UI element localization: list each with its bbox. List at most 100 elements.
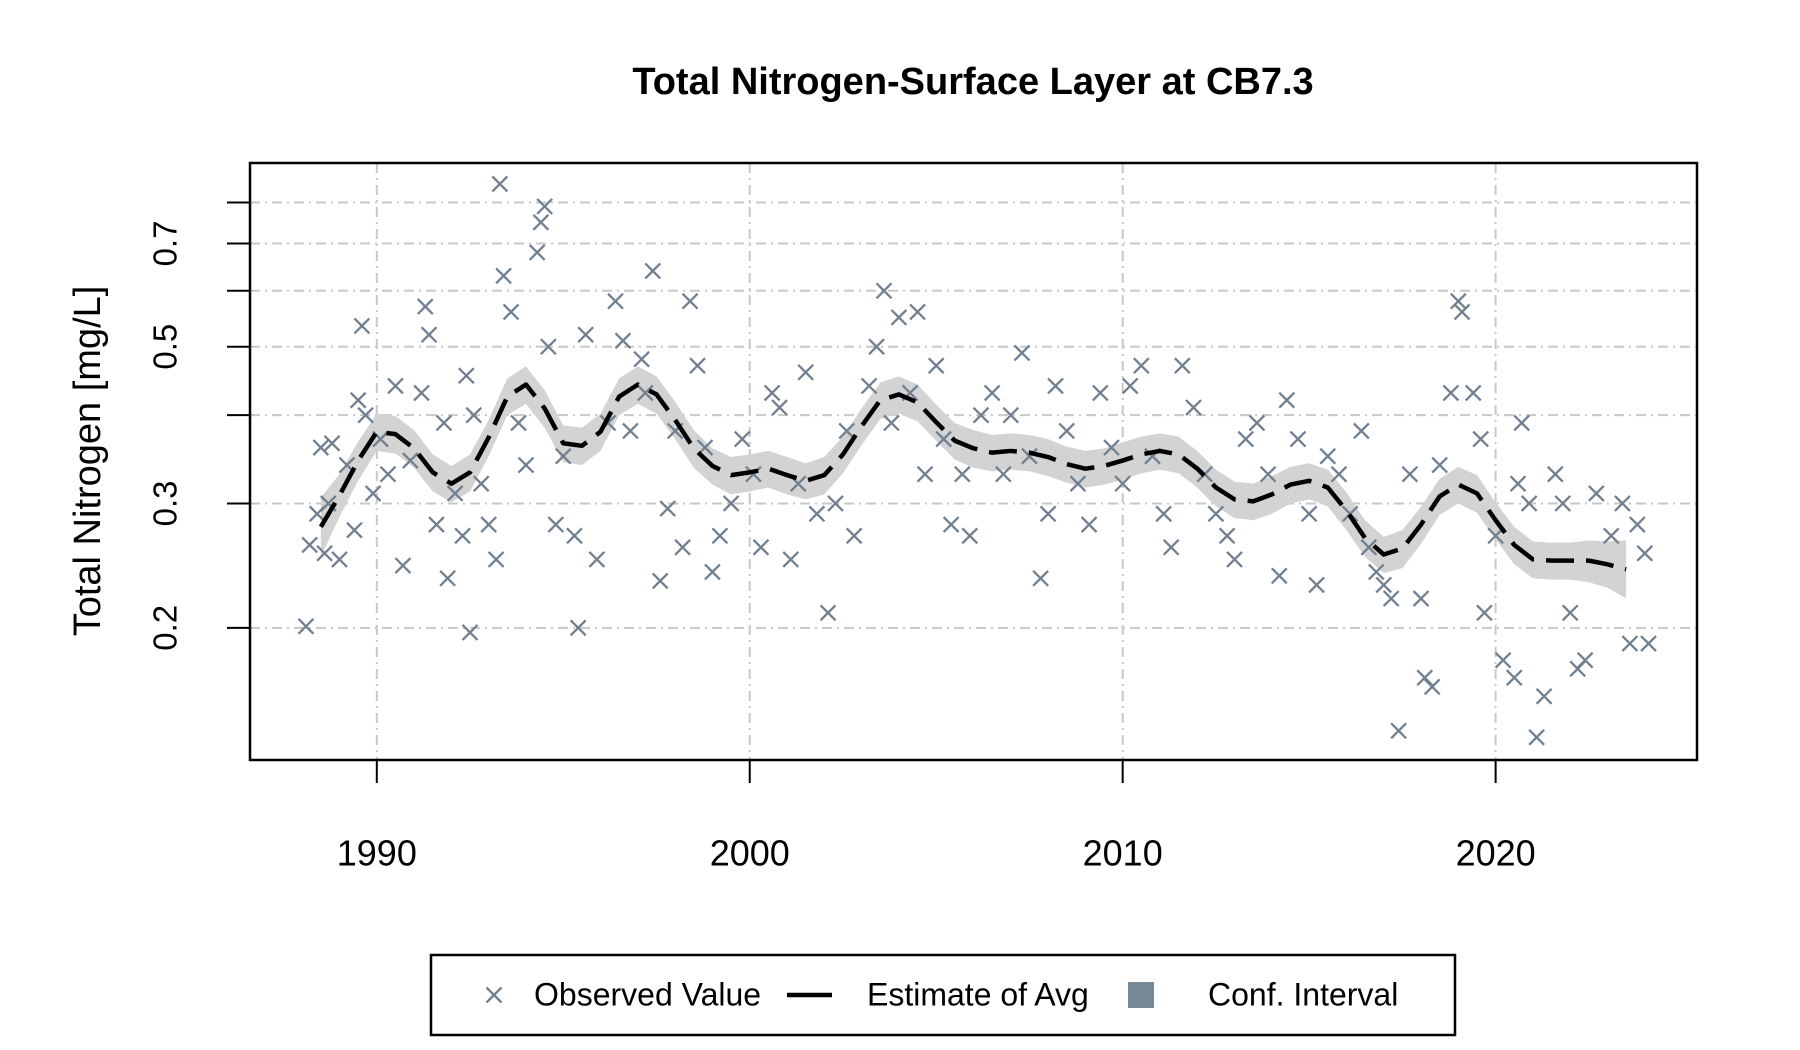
observed-point xyxy=(782,551,800,568)
observed-point xyxy=(1382,590,1400,607)
y-tick-label: 0.3 xyxy=(147,481,184,527)
estimate-line xyxy=(318,382,1627,572)
observed-point xyxy=(540,338,557,356)
observed-point xyxy=(569,619,587,637)
observed-point xyxy=(1207,505,1225,523)
observed-point xyxy=(491,175,509,193)
observed-point xyxy=(1472,430,1490,448)
observed-point xyxy=(972,406,990,424)
observed-point xyxy=(323,434,341,452)
observed-point xyxy=(711,527,729,545)
observed-point xyxy=(1360,539,1378,556)
observed-point xyxy=(1353,422,1370,440)
observed-point xyxy=(1636,544,1654,562)
observed-point xyxy=(1453,303,1471,321)
observed-point xyxy=(297,617,315,635)
observed-point xyxy=(554,447,572,465)
observed-point xyxy=(1021,447,1038,465)
observed-point xyxy=(622,422,639,440)
observed-point xyxy=(1133,357,1150,375)
x-tick-label: 2010 xyxy=(1083,833,1163,874)
observed-point xyxy=(1121,377,1139,395)
observed-point xyxy=(961,527,979,545)
observed-point xyxy=(577,326,594,344)
observed-point xyxy=(502,303,520,321)
observed-point xyxy=(1278,391,1296,409)
observed-point xyxy=(1494,651,1512,669)
observed-point xyxy=(1155,505,1173,523)
observed-point xyxy=(394,557,412,574)
observed-point xyxy=(1535,687,1553,705)
observed-point xyxy=(607,292,624,310)
observed-point xyxy=(1576,651,1594,669)
observed-point xyxy=(413,384,430,402)
observed-point xyxy=(528,244,546,261)
observed-point xyxy=(942,516,960,533)
observed-point xyxy=(860,377,878,395)
observed-point xyxy=(1308,576,1325,594)
observed-point xyxy=(510,414,527,432)
observed-point xyxy=(883,414,900,432)
observed-point xyxy=(1069,475,1087,492)
observed-point xyxy=(1226,551,1243,568)
legend: Observed Value Estimate of Avg Conf. Inter… xyxy=(429,953,1457,1037)
observed-point xyxy=(1259,465,1277,483)
observed-point xyxy=(532,214,550,231)
observed-point xyxy=(1185,399,1202,416)
legend-label: Observed Value xyxy=(534,976,761,1012)
observed-point xyxy=(472,475,490,492)
observed-point xyxy=(935,430,952,448)
observed-point xyxy=(1561,604,1579,622)
observed-point xyxy=(1103,439,1120,456)
observed-point xyxy=(614,332,632,349)
observed-point xyxy=(1114,475,1131,492)
y-tick-label: 0.7 xyxy=(147,221,184,267)
observed-point xyxy=(357,406,374,424)
observed-point xyxy=(1416,669,1434,687)
observed-point xyxy=(1602,527,1620,545)
observed-point xyxy=(1450,292,1467,310)
observed-point xyxy=(428,516,445,533)
observed-point xyxy=(1520,495,1538,512)
observed-point xyxy=(566,527,583,545)
observed-point xyxy=(733,430,751,448)
observed-point xyxy=(465,406,483,424)
observed-point xyxy=(875,282,893,300)
observed-point xyxy=(819,604,837,622)
band-layer xyxy=(320,366,1627,599)
observed-point xyxy=(995,465,1012,483)
line-layer xyxy=(318,382,1627,572)
observed-point xyxy=(1341,505,1359,523)
observed-point xyxy=(890,309,908,326)
observed-point xyxy=(1237,430,1255,448)
observed-point xyxy=(651,572,669,590)
observed-point xyxy=(1162,539,1180,556)
observed-point xyxy=(446,485,464,502)
observed-point xyxy=(312,439,330,456)
observed-point xyxy=(1289,430,1307,448)
observed-point xyxy=(827,495,844,512)
observed-point xyxy=(1002,406,1020,424)
observed-point xyxy=(1319,447,1337,465)
legend-label: Conf. Interval xyxy=(1208,976,1398,1012)
observed-point xyxy=(1640,635,1657,652)
observed-point xyxy=(797,363,814,381)
observed-point xyxy=(480,516,497,533)
observed-point xyxy=(868,338,885,356)
x-tick-label: 1990 xyxy=(337,833,417,874)
observed-point xyxy=(435,414,453,432)
observed-point xyxy=(845,527,863,545)
observed-point xyxy=(439,570,456,587)
observed-point xyxy=(1528,728,1545,746)
observed-point xyxy=(454,527,471,545)
observed-point xyxy=(704,563,721,581)
observed-point xyxy=(1375,576,1393,594)
observed-point xyxy=(983,384,1001,402)
x-tick-label: 2020 xyxy=(1456,833,1536,874)
observed-point xyxy=(689,357,706,375)
observed-point xyxy=(420,326,438,344)
observed-point xyxy=(331,551,348,568)
observed-point xyxy=(644,262,662,280)
observed-point xyxy=(1058,422,1076,440)
